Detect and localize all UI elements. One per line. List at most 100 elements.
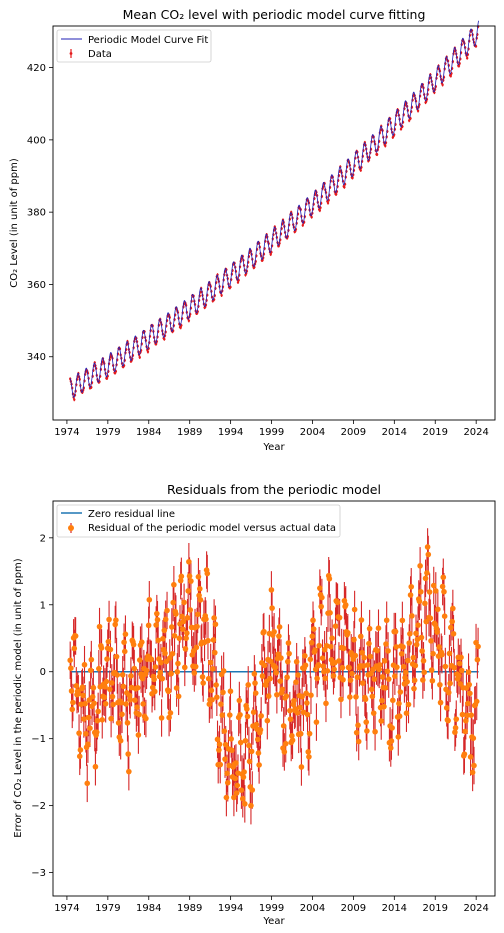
- residual-point: [275, 651, 282, 657]
- residual-point: [299, 693, 305, 700]
- residual-point: [145, 622, 152, 629]
- residual-point: [143, 667, 150, 674]
- residual-point: [389, 725, 395, 731]
- residual-point: [304, 711, 311, 718]
- residual-point: [182, 646, 189, 652]
- residual-point: [152, 664, 159, 670]
- residual-point: [456, 672, 462, 679]
- residual-point: [237, 739, 244, 746]
- residual-point: [316, 642, 322, 649]
- residual-point: [126, 768, 132, 775]
- data-point: [105, 377, 109, 380]
- residual-point: [244, 706, 250, 712]
- data-point: [441, 83, 444, 87]
- y-tick-label: 400: [27, 135, 46, 146]
- residual-point: [214, 736, 221, 743]
- residual-point: [338, 696, 344, 703]
- residual-point: [220, 668, 227, 674]
- x-tick-label: 1974: [54, 427, 79, 438]
- residual-point: [254, 736, 261, 743]
- residual-point: [222, 756, 228, 762]
- residual-point: [327, 610, 333, 616]
- residual-point: [314, 675, 320, 682]
- residual-point: [173, 685, 180, 691]
- residual-point: [449, 618, 455, 625]
- residual-point: [381, 703, 387, 710]
- x-tick-label: 2014: [382, 427, 407, 438]
- residual-point: [269, 605, 275, 611]
- x-tick-label: 1984: [136, 903, 161, 914]
- residual-point: [197, 597, 204, 603]
- residual-point: [85, 714, 92, 721]
- residual-point: [436, 644, 443, 650]
- residual-point: [268, 587, 275, 593]
- residual-point: [439, 651, 445, 658]
- residual-point: [251, 671, 258, 677]
- chart1-data-series: [68, 25, 480, 402]
- residual-point: [336, 614, 343, 621]
- residual-point: [364, 728, 370, 734]
- residual-point: [180, 618, 187, 625]
- residual-point: [323, 700, 329, 707]
- residual-point: [345, 629, 351, 636]
- residual-point: [289, 737, 296, 744]
- residual-point: [188, 578, 194, 584]
- y-tick-label: 1: [40, 600, 46, 611]
- residual-point: [211, 649, 218, 656]
- residual-point: [435, 606, 441, 613]
- residual-point: [383, 617, 390, 624]
- residual-point: [146, 596, 153, 603]
- residual-point: [306, 754, 312, 760]
- residual-point: [366, 625, 373, 632]
- residual-point: [204, 570, 211, 577]
- residual-point: [319, 655, 326, 661]
- residual-point: [168, 670, 174, 677]
- residual-point: [473, 698, 480, 705]
- chart1-y-axis-ticks: 340 360 380 400 420: [27, 63, 53, 363]
- residual-point: [71, 645, 78, 652]
- residual-point: [169, 624, 175, 630]
- residual-point: [385, 648, 391, 654]
- residual-point: [368, 686, 375, 693]
- x-tick-label: 2019: [423, 903, 448, 914]
- residual-point: [277, 678, 284, 684]
- residual-point: [441, 613, 448, 619]
- chart2-legend: Zero residual line Residual of the perio…: [56, 504, 341, 538]
- residual-point: [155, 637, 161, 644]
- legend-entry-data: Data: [88, 49, 112, 60]
- residual-point: [376, 666, 382, 673]
- data-point: [179, 326, 182, 329]
- residual-point: [359, 649, 365, 656]
- residual-point: [267, 658, 274, 665]
- residual-point: [128, 673, 134, 679]
- residual-point: [248, 802, 254, 809]
- residual-point: [176, 635, 183, 642]
- residual-point: [340, 676, 346, 683]
- residual-point: [261, 662, 268, 669]
- residual-point: [352, 652, 359, 659]
- residual-point: [312, 647, 318, 653]
- residual-point: [160, 635, 166, 642]
- residual-point: [400, 663, 407, 670]
- residual-point: [242, 801, 248, 807]
- residual-point: [234, 782, 241, 789]
- data-point: [138, 356, 141, 359]
- residual-point: [281, 749, 288, 755]
- residual-point: [192, 663, 199, 670]
- residual-point: [440, 574, 447, 581]
- residual-point: [310, 626, 317, 632]
- residual-point: [303, 690, 309, 697]
- residual-point: [219, 712, 226, 718]
- chart1-title: Mean CO₂ level with periodic model curve…: [123, 7, 426, 22]
- residual-point: [214, 694, 220, 701]
- residual-point: [439, 583, 446, 590]
- chart1-legend: Periodic Model Curve Fit Data: [56, 29, 212, 63]
- residual-point: [385, 676, 392, 682]
- data-point: [326, 201, 330, 205]
- residual-point: [297, 730, 304, 737]
- chart2-title: Residuals from the periodic model: [167, 482, 381, 497]
- x-tick-label: 2024: [463, 903, 488, 914]
- residual-point: [259, 673, 266, 679]
- residual-point: [87, 725, 93, 731]
- residual-point: [178, 573, 185, 580]
